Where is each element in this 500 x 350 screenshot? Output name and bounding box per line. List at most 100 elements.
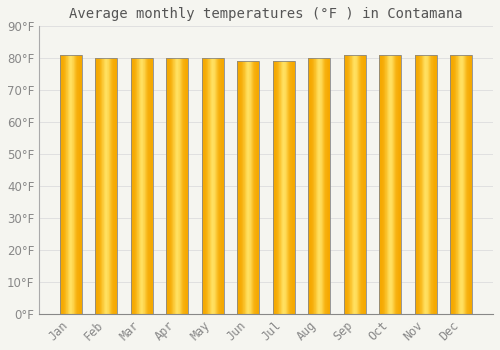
Bar [284, 62, 285, 314]
Bar [222, 58, 223, 314]
Bar [107, 58, 108, 314]
Bar [276, 62, 278, 314]
Bar [166, 58, 188, 314]
Bar [286, 62, 287, 314]
Bar [170, 58, 172, 314]
Bar [355, 55, 356, 314]
Bar [457, 55, 458, 314]
Bar [310, 58, 311, 314]
Bar [78, 55, 79, 314]
Bar [278, 62, 279, 314]
Bar [66, 55, 67, 314]
Bar [71, 55, 72, 314]
Bar [386, 55, 387, 314]
Bar [282, 62, 283, 314]
Bar [314, 58, 315, 314]
Bar [99, 58, 100, 314]
Bar [320, 58, 321, 314]
Bar [363, 55, 364, 314]
Bar [76, 55, 77, 314]
Bar [168, 58, 169, 314]
Bar [176, 58, 177, 314]
Bar [347, 55, 348, 314]
Bar [256, 62, 257, 314]
Bar [383, 55, 384, 314]
Bar [241, 62, 242, 314]
Bar [323, 58, 324, 314]
Bar [427, 55, 428, 314]
Bar [349, 55, 350, 314]
Bar [385, 55, 386, 314]
Bar [134, 58, 135, 314]
Bar [419, 55, 420, 314]
Bar [455, 55, 456, 314]
Bar [140, 58, 141, 314]
Bar [360, 55, 361, 314]
Bar [324, 58, 325, 314]
Bar [131, 58, 153, 314]
Bar [77, 55, 78, 314]
Bar [144, 58, 145, 314]
Bar [426, 55, 427, 314]
Bar [471, 55, 472, 314]
Bar [436, 55, 437, 314]
Bar [178, 58, 179, 314]
Bar [169, 58, 170, 314]
Bar [399, 55, 400, 314]
Bar [166, 58, 167, 314]
Bar [396, 55, 397, 314]
Bar [287, 62, 288, 314]
Bar [428, 55, 429, 314]
Bar [361, 55, 362, 314]
Bar [143, 58, 144, 314]
Bar [362, 55, 363, 314]
Bar [63, 55, 64, 314]
Bar [98, 58, 99, 314]
Bar [133, 58, 134, 314]
Bar [219, 58, 220, 314]
Bar [453, 55, 454, 314]
Bar [467, 55, 468, 314]
Bar [357, 55, 358, 314]
Bar [136, 58, 137, 314]
Bar [218, 58, 219, 314]
Bar [185, 58, 186, 314]
Bar [245, 62, 246, 314]
Bar [328, 58, 330, 314]
Bar [135, 58, 136, 314]
Bar [255, 62, 256, 314]
Bar [397, 55, 398, 314]
Bar [421, 55, 422, 314]
Bar [183, 58, 184, 314]
Bar [239, 62, 240, 314]
Bar [105, 58, 106, 314]
Bar [450, 55, 472, 314]
Bar [401, 55, 402, 314]
Bar [283, 62, 284, 314]
Bar [312, 58, 313, 314]
Bar [460, 55, 461, 314]
Bar [180, 58, 181, 314]
Bar [250, 62, 251, 314]
Bar [221, 58, 222, 314]
Bar [273, 62, 295, 314]
Bar [208, 58, 209, 314]
Bar [216, 58, 218, 314]
Bar [452, 55, 453, 314]
Bar [469, 55, 470, 314]
Bar [215, 58, 216, 314]
Bar [152, 58, 153, 314]
Bar [429, 55, 430, 314]
Bar [344, 55, 345, 314]
Bar [315, 58, 316, 314]
Bar [322, 58, 323, 314]
Bar [313, 58, 314, 314]
Bar [353, 55, 354, 314]
Bar [325, 58, 326, 314]
Bar [380, 55, 381, 314]
Bar [60, 55, 61, 314]
Bar [137, 58, 138, 314]
Bar [70, 55, 71, 314]
Bar [173, 58, 174, 314]
Bar [279, 62, 280, 314]
